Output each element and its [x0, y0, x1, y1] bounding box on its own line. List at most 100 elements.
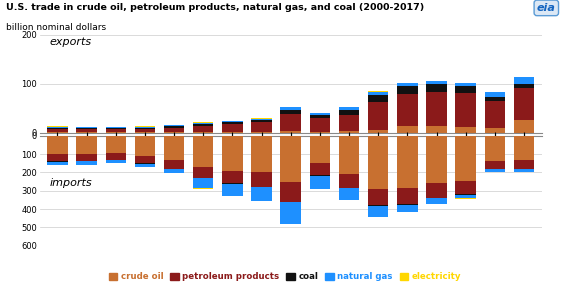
Bar [455, 194, 476, 195]
Bar [339, 131, 359, 133]
Bar [310, 175, 330, 189]
Bar [47, 132, 68, 133]
Bar [484, 169, 505, 172]
Bar [397, 94, 418, 126]
Bar [310, 136, 330, 163]
Bar [135, 164, 155, 167]
Bar [222, 121, 243, 122]
Bar [426, 92, 447, 126]
Bar [339, 136, 359, 174]
Bar [426, 199, 447, 204]
Bar [193, 132, 213, 133]
Bar [310, 115, 330, 118]
Bar [310, 113, 330, 115]
Bar [105, 132, 126, 133]
Bar [368, 205, 388, 206]
Text: billion nominal dollars: billion nominal dollars [6, 23, 106, 32]
Bar [164, 127, 184, 132]
Bar [514, 169, 534, 172]
Bar [426, 126, 447, 133]
Bar [339, 115, 359, 131]
Bar [368, 206, 388, 217]
Bar [105, 136, 126, 153]
Bar [455, 86, 476, 93]
Bar [105, 129, 126, 132]
Bar [455, 83, 476, 86]
Bar [368, 95, 388, 103]
Bar [222, 136, 243, 171]
Bar [135, 136, 155, 156]
Bar [455, 181, 476, 194]
Bar [76, 129, 97, 132]
Bar [514, 136, 534, 160]
Bar [280, 131, 301, 133]
Bar [368, 136, 388, 189]
Legend: crude oil, petroleum products, coal, natural gas, electricity: crude oil, petroleum products, coal, nat… [105, 269, 465, 285]
Bar [105, 153, 126, 160]
Bar [368, 129, 388, 133]
Bar [135, 156, 155, 163]
Bar [251, 122, 272, 132]
Bar [426, 84, 447, 92]
Bar [135, 129, 155, 132]
Bar [484, 97, 505, 101]
Bar [222, 132, 243, 133]
Bar [164, 136, 184, 160]
Bar [280, 202, 301, 224]
Bar [193, 124, 213, 125]
Bar [455, 195, 476, 199]
Bar [105, 127, 126, 128]
Bar [76, 154, 97, 161]
Bar [484, 162, 505, 169]
Bar [280, 108, 301, 110]
Bar [251, 119, 272, 120]
Bar [514, 120, 534, 133]
Bar [251, 173, 272, 187]
Bar [164, 160, 184, 169]
Bar [105, 128, 126, 129]
Bar [397, 86, 418, 94]
Bar [310, 163, 330, 175]
Bar [135, 127, 155, 129]
Bar [397, 205, 418, 212]
Bar [251, 136, 272, 173]
Bar [76, 128, 97, 129]
Bar [514, 88, 534, 120]
Bar [193, 136, 213, 167]
Bar [484, 101, 505, 128]
Bar [514, 160, 534, 169]
Bar [397, 83, 418, 86]
Bar [339, 108, 359, 110]
Bar [135, 132, 155, 133]
Bar [222, 184, 243, 196]
Bar [193, 167, 213, 178]
Bar [47, 162, 68, 165]
Bar [339, 188, 359, 200]
Bar [251, 120, 272, 122]
Bar [484, 136, 505, 162]
Bar [368, 92, 388, 95]
Bar [280, 181, 301, 202]
Bar [135, 163, 155, 164]
Text: eia: eia [537, 3, 556, 13]
Bar [339, 174, 359, 188]
Text: U.S. trade in crude oil, petroleum products, natural gas, and coal (2000-2017): U.S. trade in crude oil, petroleum produ… [6, 3, 424, 12]
Bar [514, 77, 534, 84]
Bar [164, 126, 184, 127]
Bar [251, 187, 272, 188]
Bar [222, 124, 243, 132]
Bar [251, 132, 272, 133]
Bar [164, 169, 184, 173]
Bar [105, 160, 126, 163]
Bar [397, 188, 418, 205]
Bar [47, 129, 68, 132]
Text: exports: exports [50, 37, 92, 47]
Bar [397, 126, 418, 133]
Bar [222, 122, 243, 124]
Bar [280, 114, 301, 131]
Bar [484, 128, 505, 133]
Bar [310, 118, 330, 132]
Bar [455, 127, 476, 133]
Bar [280, 136, 301, 181]
Bar [426, 198, 447, 199]
